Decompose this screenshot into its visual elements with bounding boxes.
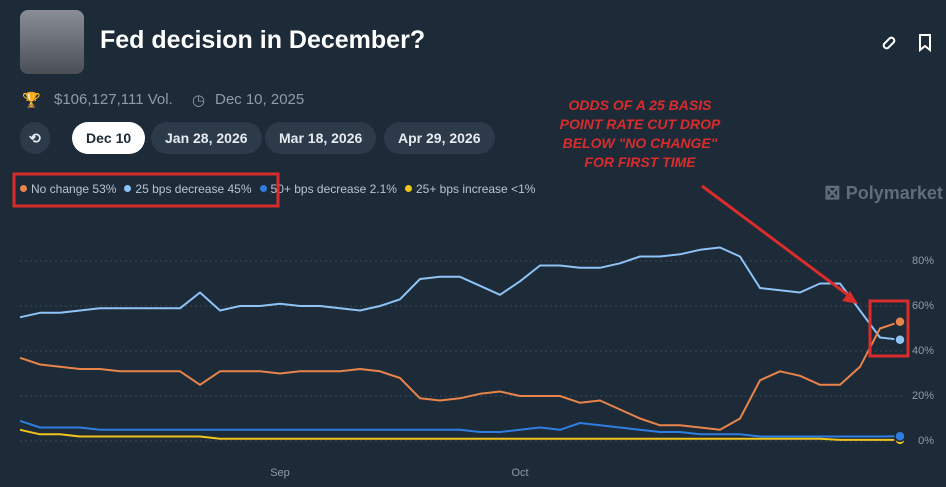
legend-dot [124, 185, 132, 192]
date-tab[interactable]: Apr 29, 2026 [384, 122, 495, 154]
market-title: Fed decision in December? [100, 26, 426, 54]
legend-name: No change [31, 182, 90, 196]
end-dot [894, 334, 906, 346]
highlight-box [12, 172, 280, 208]
legend-value: 53% [92, 182, 117, 196]
series-line [19, 320, 901, 431]
legend-name: 25+ bps increase [415, 182, 508, 196]
y-tick-label: 20% [912, 390, 934, 402]
y-tick-label: 40% [912, 345, 934, 357]
date-tab[interactable]: Jan 28, 2026 [151, 122, 262, 154]
date-tab[interactable]: Dec 10 [72, 122, 146, 154]
legend-item: 50+ bps decrease 2.1% [259, 182, 397, 196]
legend: No change 53% 25 bps decrease 45% 50+ bps … [20, 182, 543, 196]
series-line [19, 428, 900, 441]
x-tick-label: Oct [511, 467, 528, 479]
legend-name: 25 bps decrease [135, 182, 225, 196]
end-date: Dec 10, 2025 [215, 91, 305, 108]
link-icon[interactable] [882, 36, 896, 50]
x-tick-label: Sep [270, 467, 290, 479]
legend-item: 25+ bps increase <1% [404, 182, 536, 196]
end-dot [894, 316, 906, 328]
bookmark-icon[interactable] [919, 34, 931, 52]
trophy-icon: 🏆 [22, 92, 41, 109]
legend-dot [259, 185, 267, 192]
annotation-line: ODDS OF A 25 BASIS [568, 97, 712, 113]
legend-dot [404, 185, 412, 192]
actions[interactable] [880, 32, 932, 52]
legend-name: 50+ bps decrease [270, 182, 367, 196]
arrow-head [842, 291, 858, 304]
series-line [19, 419, 901, 438]
brand-name: Polymarket [845, 183, 943, 203]
brand: ⊠ Polymarket [824, 182, 943, 204]
legend-value: 2.1% [369, 182, 397, 196]
clock-icon: ◷ [192, 92, 206, 109]
annotation-line: FOR FIRST TIME [584, 154, 696, 170]
end-dot [894, 430, 906, 443]
highlight-box [868, 299, 910, 358]
history-tab[interactable]: ⟲ [20, 122, 50, 154]
annotation-line: POINT RATE CUT DROP [559, 116, 721, 132]
market-image [20, 10, 84, 74]
annotation-line: BELOW "NO CHANGE" [562, 135, 718, 151]
arrow [701, 184, 853, 300]
series-line [19, 246, 901, 341]
legend-dot [20, 185, 27, 192]
legend-item: No change 53% [20, 182, 116, 196]
y-tick-label: 60% [912, 300, 934, 312]
annotation: ODDS OF A 25 BASIS POINT RATE CUT DROP BEL… [520, 96, 760, 172]
legend-value: 45% [227, 182, 252, 196]
y-tick-label: 80% [912, 255, 934, 267]
legend-item: 25 bps decrease 45% [124, 182, 252, 196]
y-tick-label: 0% [918, 435, 934, 447]
volume: $106,127,111 Vol. [54, 91, 173, 108]
legend-value: <1% [511, 182, 536, 196]
date-tab[interactable]: Mar 18, 2026 [265, 122, 377, 154]
